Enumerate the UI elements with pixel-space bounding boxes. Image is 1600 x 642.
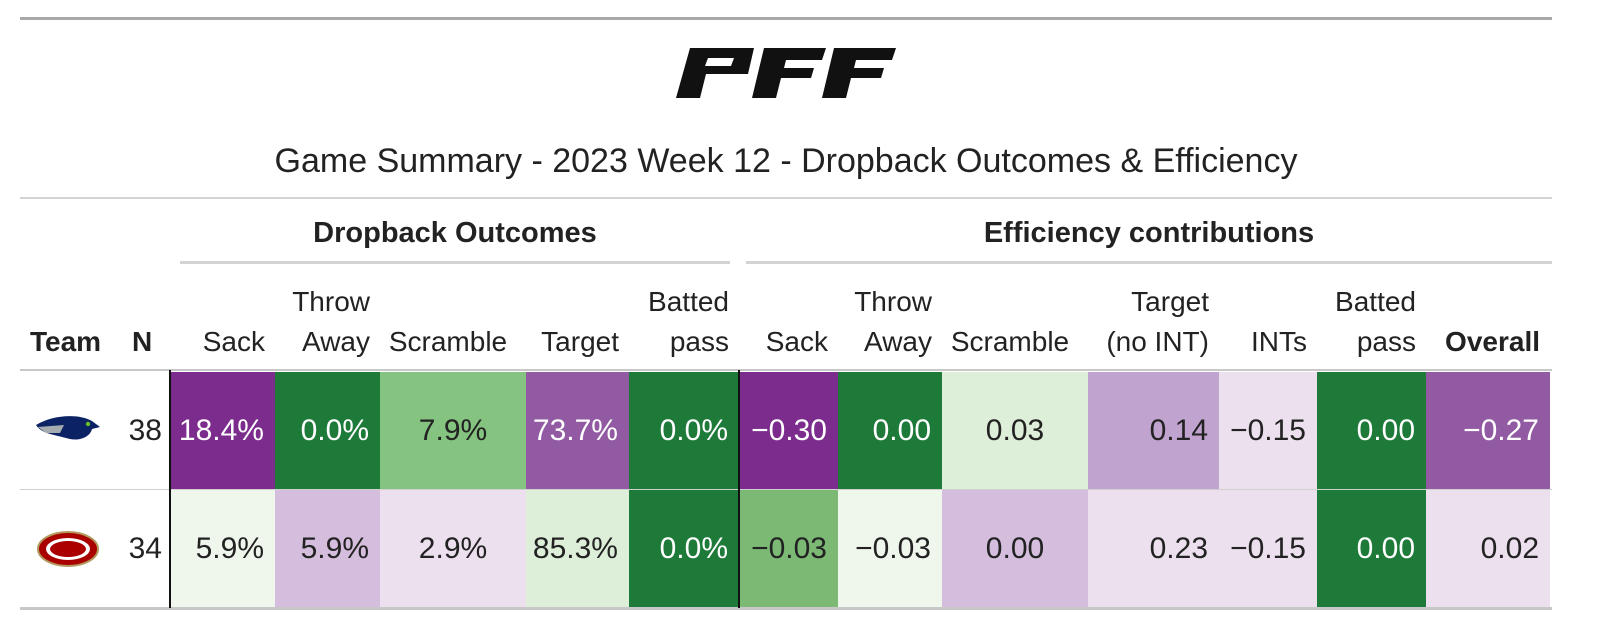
top-rule <box>20 17 1552 20</box>
dropback-count-value: 34 <box>128 532 162 565</box>
efficiency-cell-1-3-value: 0.23 <box>1149 532 1208 565</box>
header-outcome-2-line: Scramble <box>388 326 508 357</box>
header-efficiency-5-line: pass <box>1356 326 1416 357</box>
header-efficiency-2-line: Scramble <box>950 326 1070 357</box>
efficiency-cell-1-0: −0.03 <box>740 490 838 608</box>
header-outcome-2: Scramble <box>380 278 516 362</box>
header-efficiency-0: Sack <box>740 278 828 362</box>
outcome-cell-0-4-value: 0.0% <box>659 414 728 447</box>
seahawks-logo-icon <box>36 416 100 440</box>
efficiency-cell-0-2-value: 0.03 <box>985 414 1045 447</box>
row-divider <box>20 489 1552 490</box>
efficiency-cell-0-0: −0.30 <box>740 372 838 490</box>
outcome-cell-0-1-value: 0.0% <box>300 414 369 447</box>
efficiency-cell-1-3: 0.23 <box>1088 490 1219 608</box>
outcome-cell-1-1-value: 5.9% <box>300 532 369 565</box>
outcome-cell-1-1: 5.9% <box>275 490 380 608</box>
header-efficiency-5: Batted pass <box>1317 278 1416 362</box>
divider-left <box>169 370 171 608</box>
outcome-cell-0-3: 73.7% <box>526 372 629 490</box>
efficiency-cell-0-3: 0.14 <box>1088 372 1219 490</box>
efficiency-cell-1-1: −0.03 <box>838 490 942 608</box>
dropback-count: 38 <box>118 372 168 490</box>
dropback-count: 34 <box>118 490 168 608</box>
outcome-cell-0-0: 18.4% <box>171 372 275 490</box>
49ers-logo-icon <box>37 531 99 567</box>
header-efficiency-2: Scramble <box>942 278 1078 362</box>
outcome-cell-1-4-value: 0.0% <box>659 532 728 565</box>
efficiency-cell-0-4-value: −0.15 <box>1230 414 1306 447</box>
outcome-cell-1-4: 0.0% <box>629 490 739 608</box>
efficiency-cell-1-4: −0.15 <box>1219 490 1317 608</box>
outcome-cell-1-0: 5.9% <box>171 490 275 608</box>
header-efficiency-4: INTs <box>1219 278 1307 362</box>
efficiency-cell-0-4: −0.15 <box>1219 372 1317 490</box>
header-outcome-1-line: Away <box>302 326 370 357</box>
spanner-efficiency-contributions: Efficiency contributions <box>983 217 1315 249</box>
header-outcome-3-line: Target <box>541 326 619 357</box>
efficiency-cell-1-5-value: 0.00 <box>1356 532 1415 565</box>
header-efficiency-3: Target (no INT) <box>1088 278 1209 362</box>
header-outcome-4: Batted pass <box>629 278 729 362</box>
outcome-cell-0-2-value: 7.9% <box>418 414 488 447</box>
pff-logo-icon <box>676 48 896 98</box>
bottom-rule <box>20 607 1552 610</box>
header-efficiency-5-line: Batted <box>1335 286 1416 317</box>
header-team: Team <box>30 326 102 357</box>
divider-middle <box>738 370 740 608</box>
outcome-cell-0-3-value: 73.7% <box>532 414 618 447</box>
dropback-count-value: 38 <box>128 414 162 447</box>
header-efficiency-3-line: Target <box>1131 286 1209 317</box>
header-outcome-3: Target <box>526 278 619 362</box>
header-efficiency-4-line: INTs <box>1251 326 1307 357</box>
efficiency-cell-0-5: 0.00 <box>1317 372 1426 490</box>
header-efficiency-1-line: Away <box>864 326 932 357</box>
outcome-cell-0-4: 0.0% <box>629 372 739 490</box>
efficiency-cell-0-5-value: 0.00 <box>1356 414 1415 447</box>
table-title: Game Summary - 2023 Week 12 - Dropback O… <box>274 142 1298 180</box>
outcome-cell-0-2: 7.9% <box>380 372 526 490</box>
efficiency-cell-1-6-value: 0.02 <box>1480 532 1539 565</box>
header-outcome-4-line: pass <box>669 326 729 357</box>
header-outcome-1-line: Throw <box>292 286 370 317</box>
outcome-cell-1-0-value: 5.9% <box>195 532 264 565</box>
header-outcome-0-line: Sack <box>202 326 265 357</box>
efficiency-cell-0-2: 0.03 <box>942 372 1088 490</box>
header-efficiency-1: Throw Away <box>838 278 932 362</box>
outcome-cell-1-3: 85.3% <box>526 490 629 608</box>
efficiency-cell-0-6: −0.27 <box>1426 372 1550 490</box>
header-efficiency-6: Overall <box>1426 278 1540 362</box>
outcome-cell-1-3-value: 85.3% <box>532 532 618 565</box>
header-outcome-1: Throw Away <box>275 278 370 362</box>
header-efficiency-1-line: Throw <box>854 286 932 317</box>
efficiency-cell-1-5: 0.00 <box>1317 490 1426 608</box>
spanner-line-outcomes <box>180 261 730 264</box>
header-rule <box>20 369 1552 371</box>
outcome-cell-1-2: 2.9% <box>380 490 526 608</box>
efficiency-cell-0-1: 0.00 <box>838 372 942 490</box>
header-efficiency-6-line: Overall <box>1445 326 1540 357</box>
efficiency-cell-0-1-value: 0.00 <box>872 414 931 447</box>
outcome-cell-0-1: 0.0% <box>275 372 380 490</box>
efficiency-cell-1-6: 0.02 <box>1426 490 1550 608</box>
spanner-dropback-outcomes: Dropback Outcomes <box>313 217 597 249</box>
header-n: N <box>132 326 153 357</box>
outcome-cell-1-2-value: 2.9% <box>418 532 488 565</box>
header-efficiency-3-line: (no INT) <box>1106 326 1209 357</box>
header-outcome-0: Sack <box>171 278 265 362</box>
outcome-cell-0-0-value: 18.4% <box>178 414 264 447</box>
efficiency-cell-1-1-value: −0.03 <box>855 532 931 565</box>
efficiency-cell-0-0-value: −0.30 <box>751 414 827 447</box>
efficiency-cell-0-3-value: 0.14 <box>1149 414 1208 447</box>
efficiency-cell-1-2-value: 0.00 <box>985 532 1045 565</box>
efficiency-cell-1-4-value: −0.15 <box>1230 532 1306 565</box>
spanner-line-efficiency <box>746 261 1552 264</box>
efficiency-cell-1-0-value: −0.03 <box>751 532 827 565</box>
header-outcome-4-line: Batted <box>648 286 729 317</box>
header-efficiency-0-line: Sack <box>765 326 828 357</box>
title-rule <box>20 197 1552 199</box>
efficiency-cell-1-2: 0.00 <box>942 490 1088 608</box>
efficiency-cell-0-6-value: −0.27 <box>1463 414 1539 447</box>
